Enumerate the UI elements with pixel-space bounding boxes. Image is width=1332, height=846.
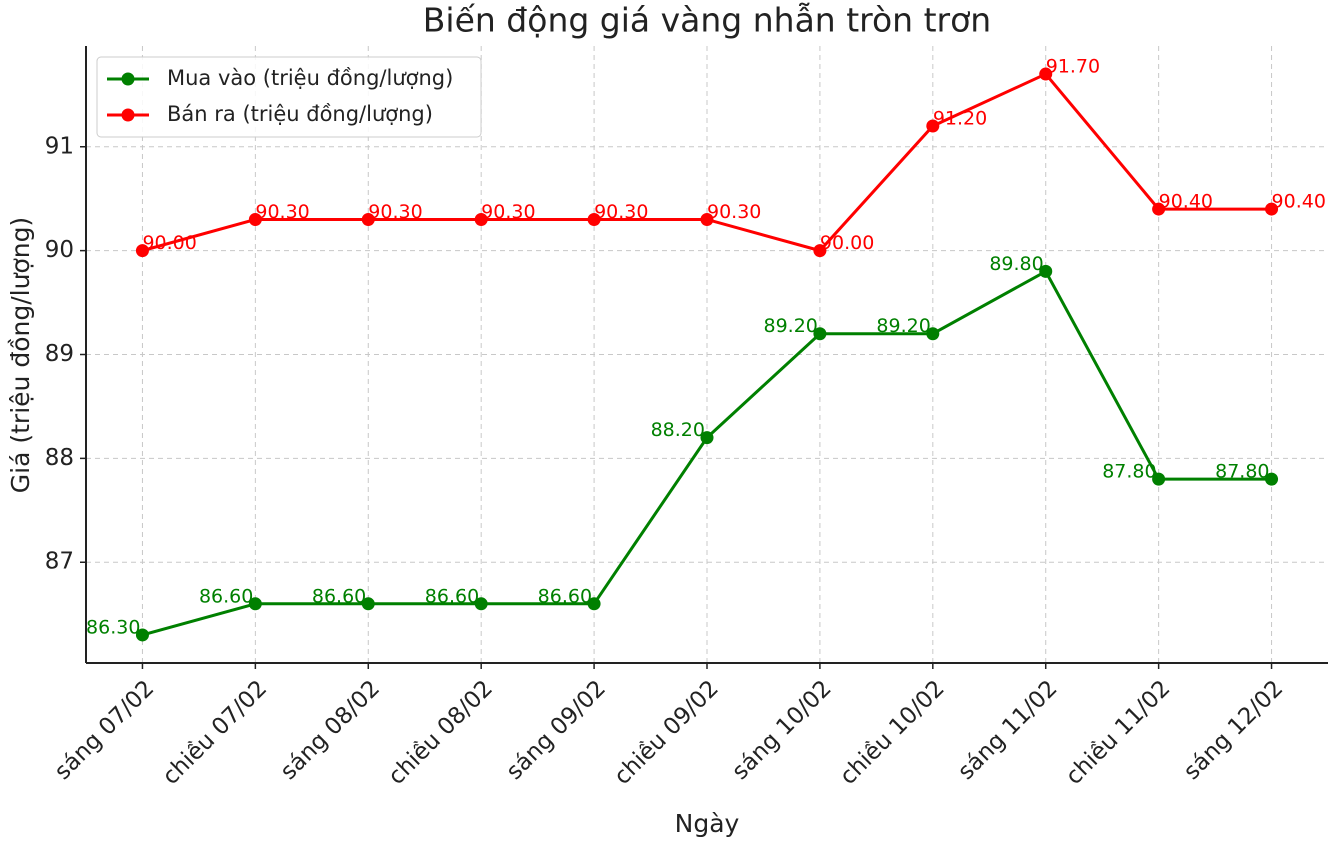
data-label: 90.40	[1159, 191, 1213, 213]
data-point	[813, 244, 827, 258]
data-label: 89.20	[876, 315, 930, 337]
data-point	[361, 597, 375, 611]
x-tick-label: sáng 08/02	[276, 675, 386, 785]
data-label: 86.30	[86, 616, 140, 638]
legend-marker	[121, 72, 135, 86]
data-label: 91.70	[1046, 56, 1100, 78]
data-label: 87.80	[1102, 461, 1156, 483]
data-point	[474, 597, 488, 611]
data-point	[1152, 472, 1166, 486]
x-tick-label: chiều 07/02	[158, 675, 273, 790]
x-tick-label: chiều 08/02	[384, 675, 499, 790]
data-point	[135, 628, 149, 642]
x-axis-label: Ngày	[675, 809, 740, 838]
data-label: 91.20	[933, 107, 987, 129]
data-label: 89.80	[989, 253, 1043, 275]
data-label: 86.60	[425, 585, 479, 607]
legend-box	[96, 56, 482, 138]
data-label: 88.20	[651, 419, 705, 441]
x-tick-label: sáng 07/02	[50, 675, 160, 785]
legend-label: Mua vào (triệu đồng/lượng)	[167, 66, 453, 90]
data-point	[135, 244, 149, 258]
x-tick-label: chiều 10/02	[835, 675, 950, 790]
y-tick-label: 91	[45, 133, 74, 159]
data-point	[1265, 202, 1279, 216]
data-point	[587, 597, 601, 611]
legend-label: Bán ra (triệu đồng/lượng)	[167, 102, 433, 126]
data-label: 86.60	[199, 585, 253, 607]
data-point	[248, 597, 262, 611]
data-label: 90.30	[255, 201, 309, 223]
data-label: 90.40	[1272, 191, 1326, 213]
data-point	[248, 212, 262, 226]
y-tick-label: 90	[45, 237, 74, 263]
data-label: 90.00	[142, 232, 196, 254]
legend-marker	[121, 108, 135, 122]
data-label: 90.00	[820, 232, 874, 254]
data-label: 90.30	[368, 201, 422, 223]
data-label: 86.60	[538, 585, 592, 607]
data-point	[926, 327, 940, 341]
data-point	[587, 212, 601, 226]
x-tick-label: sáng 12/02	[1179, 675, 1289, 785]
y-tick-label: 87	[45, 549, 74, 575]
data-label: 90.30	[707, 201, 761, 223]
data-label: 89.20	[764, 315, 818, 337]
data-point	[1039, 67, 1053, 81]
data-point	[700, 431, 714, 445]
data-point	[1265, 472, 1279, 486]
data-label: 86.60	[312, 585, 366, 607]
x-tick-label: sáng 10/02	[727, 675, 837, 785]
x-tick-label: chiều 09/02	[609, 675, 724, 790]
x-tick-label: chiều 11/02	[1061, 675, 1176, 790]
data-point	[700, 212, 714, 226]
x-tick-label: sáng 09/02	[501, 675, 611, 785]
y-tick-label: 89	[45, 341, 74, 367]
data-label: 87.80	[1215, 461, 1269, 483]
data-point	[813, 327, 827, 341]
data-point	[361, 212, 375, 226]
data-point	[474, 212, 488, 226]
data-label: 90.30	[481, 201, 535, 223]
y-axis-label: Giá (triệu đồng/lượng)	[6, 217, 35, 493]
x-tick-label: sáng 11/02	[953, 675, 1063, 785]
data-point	[1039, 264, 1053, 278]
y-tick-label: 88	[45, 445, 74, 471]
chart-title: Biến động giá vàng nhẫn tròn trơn	[423, 1, 991, 40]
data-label: 90.30	[594, 201, 648, 223]
data-point	[1152, 202, 1166, 216]
data-point	[926, 119, 940, 133]
